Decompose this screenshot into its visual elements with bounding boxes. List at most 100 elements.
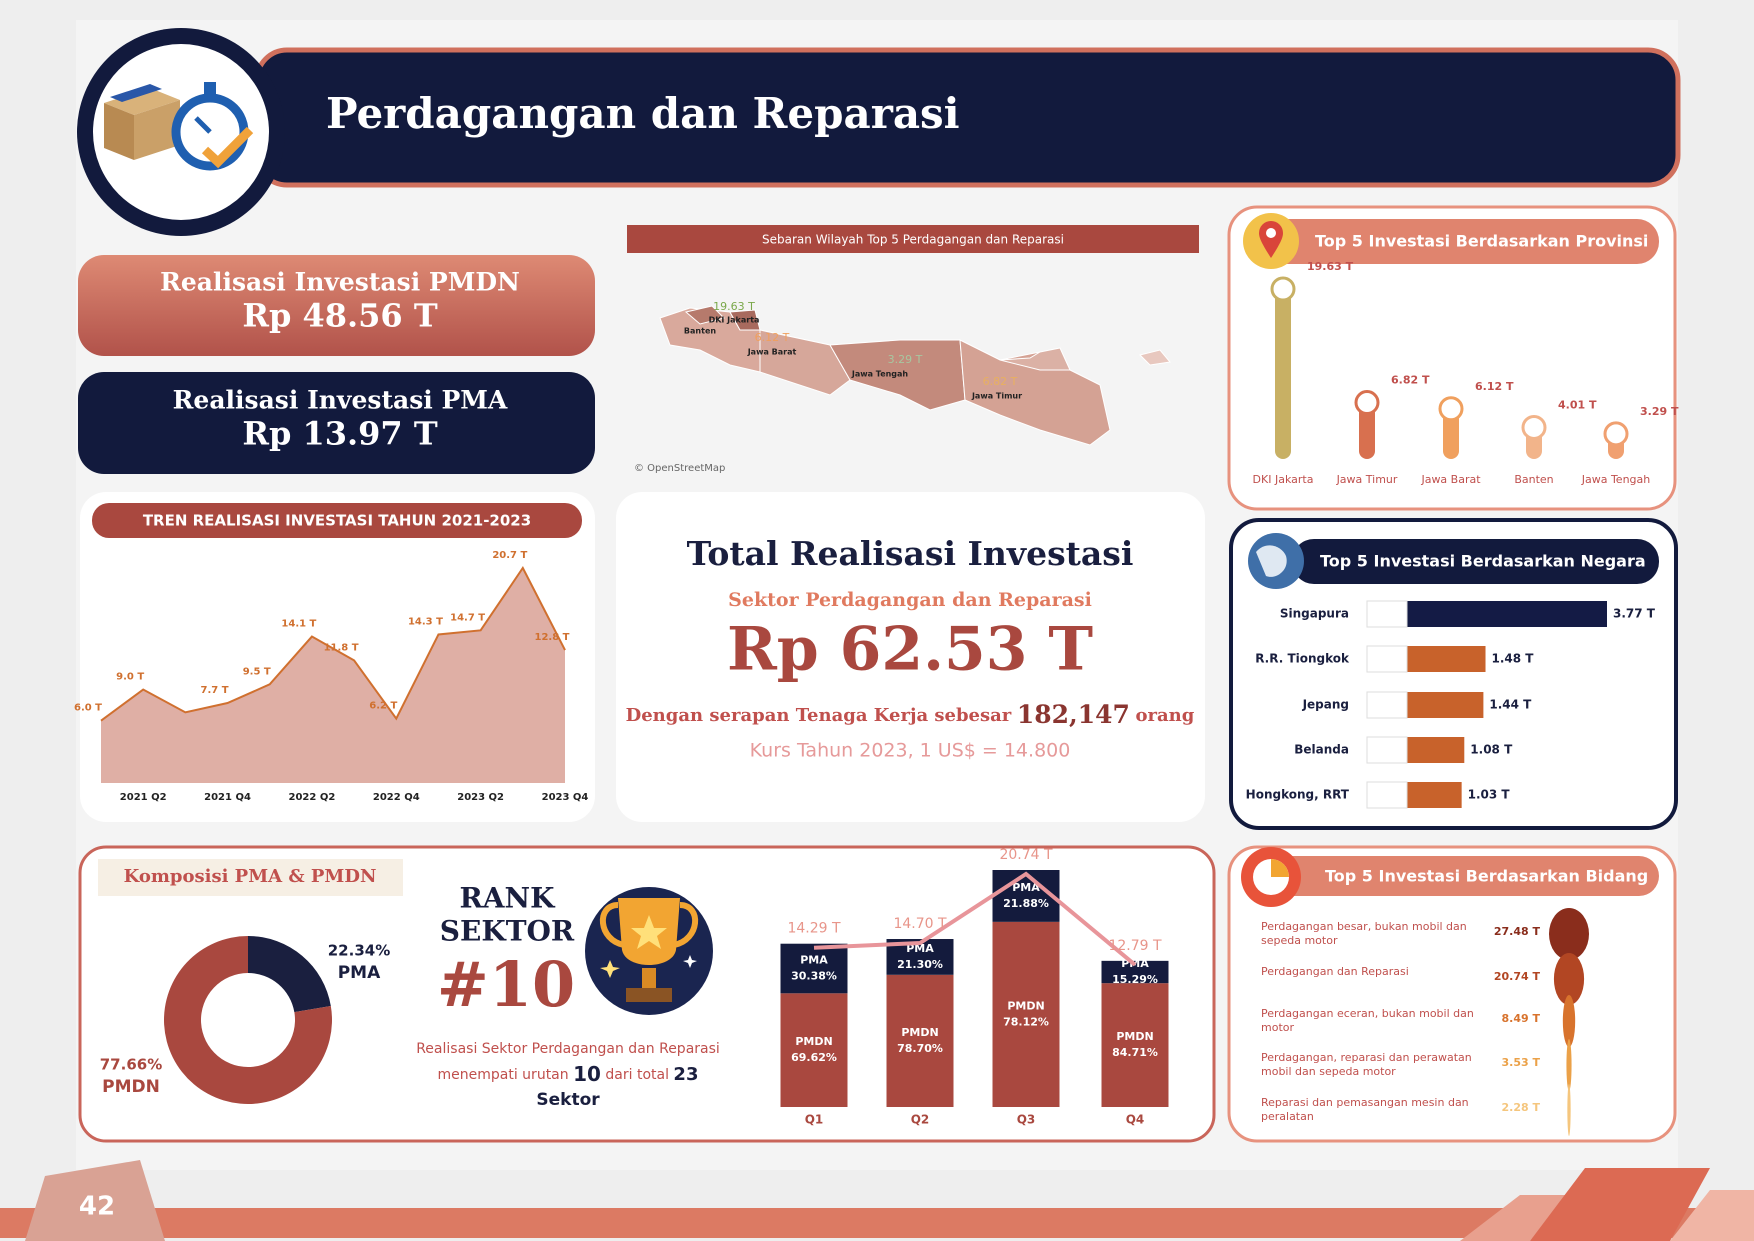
y-tick-label: Belanda [1294, 743, 1349, 757]
data-label: 21.30% [897, 958, 943, 971]
workforce-suffix: orang [1136, 705, 1195, 726]
data-label: 9.5 T [243, 666, 271, 677]
bar-segment [992, 921, 1060, 1107]
data-label: 6.2 T [369, 701, 397, 712]
data-label: 30.38% [791, 970, 837, 983]
data-label: 84.71% [1112, 1046, 1158, 1059]
rank-description: dari total [605, 1067, 669, 1083]
y-tick-label: Jepang [1302, 698, 1349, 712]
map-value-label: 19.63 T [713, 300, 755, 313]
legend-label: PMDN [102, 1077, 160, 1097]
segment-name: PMDN [1007, 999, 1044, 1012]
map-credit: © OpenStreetMap [634, 463, 725, 474]
category-label: Perdagangan, reparasi dan perawatan mobi… [1261, 1051, 1472, 1078]
bar [1407, 646, 1486, 672]
data-label: 20.74 T [1494, 970, 1541, 983]
emblem [1521, 414, 1547, 440]
map-value-label: 6.82 T [983, 375, 1018, 388]
workforce-prefix: Dengan serapan Tenaga Kerja sebesar [626, 705, 1012, 726]
funnel-segment [1562, 995, 1576, 1047]
section-title: Komposisi PMA & PMDN [124, 866, 377, 887]
map-title-bar [627, 225, 1199, 253]
map-title: Sebaran Wilayah Top 5 Perdagangan dan Re… [762, 233, 1064, 247]
logo-icon [104, 82, 254, 171]
data-label: 1.44 T [1489, 698, 1532, 712]
data-label: 78.70% [897, 1042, 943, 1055]
chart-icon [1271, 859, 1289, 877]
x-tick-label: Jawa Barat [1420, 473, 1481, 486]
segment-name: PMDN [901, 1026, 938, 1039]
x-tick-label: 2022 Q2 [289, 792, 336, 803]
data-label: 1.03 T [1468, 788, 1511, 802]
flag [1366, 600, 1408, 628]
data-label: 6.0 T [74, 703, 102, 714]
panel-title-bar [92, 503, 582, 538]
total-title: Total Realisasi Investasi [687, 534, 1134, 573]
y-tick-label: Singapura [1280, 607, 1349, 621]
footer-decoration [1530, 1168, 1710, 1241]
legend-label: PMA [338, 963, 381, 983]
panel-title: TREN REALISASI INVESTASI TAHUN 2021-2023 [143, 512, 531, 530]
category-label: Perdagangan eceran, bukan mobil dan moto… [1261, 1007, 1474, 1034]
bar-segment [1101, 960, 1169, 984]
rank-description: menempati urutan [438, 1067, 569, 1083]
panel [616, 492, 1205, 822]
data-label: 14.1 T [281, 619, 316, 630]
workforce-line: Dengan serapan Tenaga Kerja sebesar 182,… [626, 700, 1195, 729]
data-label: 1.48 T [1492, 652, 1535, 666]
bar-segment [780, 993, 848, 1107]
map-region-label: Jawa Timur [971, 392, 1022, 401]
segment-name: PMA [1012, 881, 1040, 894]
data-label: 21.88% [1003, 897, 1049, 910]
page-number-tab [25, 1160, 165, 1241]
data-label: 14.7 T [450, 612, 485, 623]
rank-position: 10 [573, 1062, 601, 1086]
data-label: 4.01 T [1558, 398, 1597, 411]
x-tick-label: Q4 [1126, 1113, 1145, 1127]
data-label: 3.53 T [1502, 1056, 1541, 1069]
panel [1229, 518, 1678, 830]
y-tick-label: Hongkong, RRT [1246, 788, 1350, 802]
map-region-label: Jawa Barat [747, 348, 797, 357]
data-label: 3.77 T [1613, 607, 1656, 621]
panel [1227, 205, 1677, 511]
total-label: 14.29 T [787, 921, 841, 937]
data-label: 6.12 T [1475, 380, 1514, 393]
bar [1407, 737, 1465, 763]
bar-segment [992, 870, 1060, 922]
x-tick-label: Banten [1514, 473, 1553, 486]
category-label: Perdagangan besar, bukan mobil dan seped… [1261, 920, 1467, 947]
segment-name: PMDN [1116, 1030, 1153, 1043]
total-line [813, 871, 1137, 967]
funnel-segment [1553, 953, 1585, 1005]
data-label: 8.49 T [1502, 1012, 1541, 1025]
map-value-label: 3.29 T [888, 353, 923, 366]
map-java [659, 305, 1171, 446]
pie-slice [164, 936, 332, 1104]
x-tick-label: 2022 Q4 [373, 792, 420, 803]
category-label: Reparasi dan pemasangan mesin dan perala… [1261, 1096, 1469, 1123]
segment-name: PMDN [795, 1035, 832, 1048]
map-region-label: Jawa Tengah [851, 370, 909, 379]
data-label: 3.29 T [1640, 405, 1679, 418]
footer-decoration [1670, 1190, 1754, 1241]
x-tick-label: Q3 [1017, 1113, 1036, 1127]
panel-title-bar [1255, 219, 1659, 264]
data-label: 22.34% [328, 942, 390, 960]
rank-total: 23 [673, 1064, 698, 1085]
data-label: 20.7 T [492, 550, 527, 561]
page-title: Perdagangan dan Reparasi [326, 89, 960, 138]
segment-name: PMA [800, 954, 828, 967]
category-label: Perdagangan dan Reparasi [1261, 965, 1409, 978]
rank-title: RANK [460, 882, 557, 915]
data-label: 2.28 T [1502, 1101, 1541, 1114]
total-subtitle: Sektor Perdagangan dan Reparasi [728, 589, 1092, 611]
flag [1366, 691, 1408, 719]
flag [1366, 736, 1408, 764]
y-tick-label: R.R. Tiongkok [1255, 652, 1350, 666]
data-label: 77.66% [100, 1056, 162, 1074]
kpi-value: Rp 48.56 T [242, 297, 437, 335]
emblem [1354, 390, 1380, 416]
x-tick-label: 2021 Q2 [120, 792, 167, 803]
